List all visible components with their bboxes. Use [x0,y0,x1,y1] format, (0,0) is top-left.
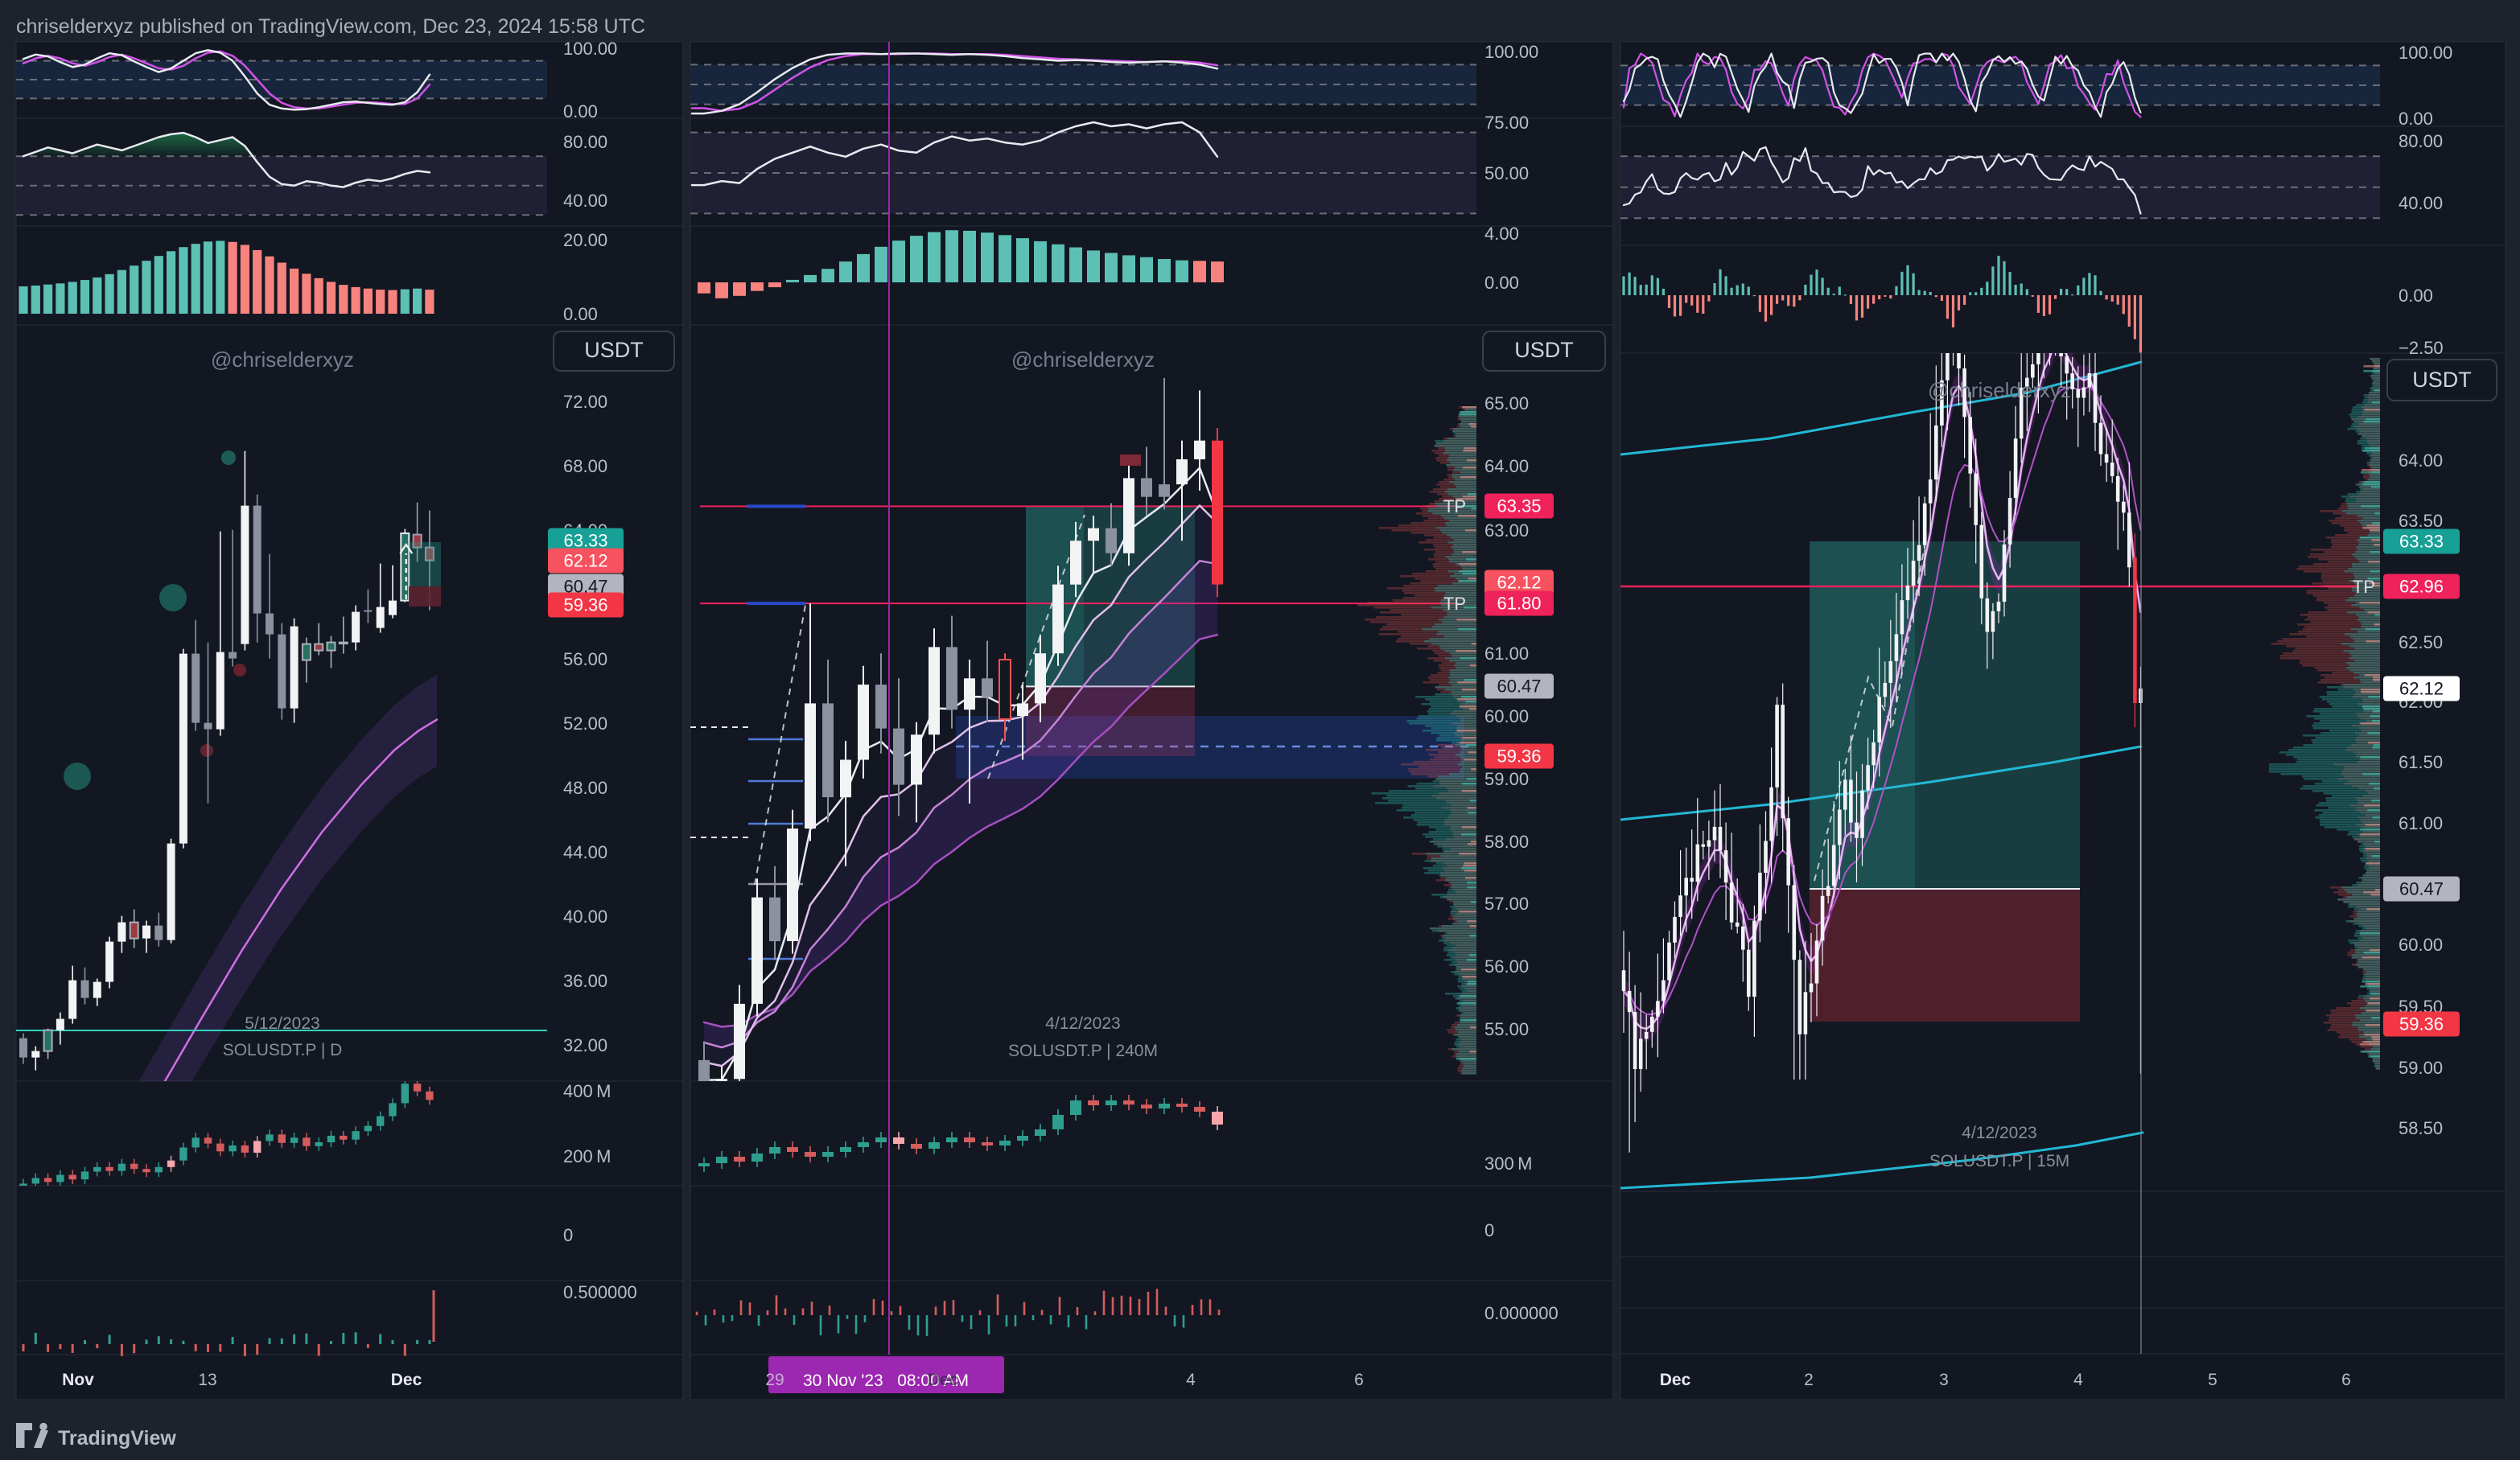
svg-text:30 Nov '23 08:00 AM: 30 Nov '23 08:00 AM [803,1372,969,1390]
svg-text:100.00: 100.00 [1484,42,1538,62]
svg-text:61.50: 61.50 [2399,752,2443,772]
svg-text:65.00: 65.00 [1484,393,1529,413]
svg-text:60.47: 60.47 [2399,879,2444,899]
svg-text:0.00: 0.00 [2399,286,2433,306]
svg-text:62.12: 62.12 [2399,679,2444,699]
svg-text:4.00: 4.00 [1484,224,1519,244]
svg-text:−2.50: −2.50 [2399,338,2444,358]
svg-text:40.00: 40.00 [2399,193,2443,213]
svg-text:USDT: USDT [2412,368,2472,392]
svg-text:4: 4 [1186,1371,1196,1389]
svg-text:4/12/2023: 4/12/2023 [1045,1014,1120,1033]
svg-text:63.00: 63.00 [1484,520,1529,541]
svg-text:56.00: 56.00 [563,649,607,669]
svg-text:100.00: 100.00 [563,39,617,59]
svg-text:Dec: Dec [928,1371,959,1389]
svg-text:62.12: 62.12 [563,551,607,571]
svg-text:20.00: 20.00 [563,230,607,250]
svg-text:SOLUSDT.P | 15M: SOLUSDT.P | 15M [1929,1152,2069,1170]
svg-text:5/12/2023: 5/12/2023 [245,1014,319,1033]
svg-text:4/12/2023: 4/12/2023 [1962,1124,2036,1142]
svg-text:56.00: 56.00 [1484,956,1529,977]
svg-text:59.36: 59.36 [1497,746,1541,767]
svg-text:72.00: 72.00 [563,392,607,412]
svg-text:TP: TP [2353,577,2375,597]
svg-text:60.00: 60.00 [2399,935,2443,955]
svg-text:Dec: Dec [391,1371,422,1389]
svg-text:68.00: 68.00 [563,456,607,476]
svg-text:62.12: 62.12 [1497,573,1541,593]
svg-text:3: 3 [1939,1371,1949,1389]
svg-text:62.50: 62.50 [2399,632,2443,652]
svg-text:6: 6 [2341,1371,2351,1389]
svg-text:USDT: USDT [1514,338,1574,362]
svg-text:50.00: 50.00 [1484,163,1529,183]
svg-text:0: 0 [563,1225,573,1245]
svg-text:USDT: USDT [584,338,644,362]
svg-text:55.00: 55.00 [1484,1019,1529,1039]
svg-text:63.50: 63.50 [2399,511,2443,531]
svg-text:Nov: Nov [62,1371,94,1389]
svg-text:36.00: 36.00 [563,971,607,991]
svg-text:200 M: 200 M [563,1146,611,1166]
svg-text:Dec: Dec [1660,1371,1691,1389]
svg-text:75.00: 75.00 [1484,113,1529,133]
svg-text:57.00: 57.00 [1484,894,1529,914]
svg-text:0.500000: 0.500000 [563,1282,637,1302]
svg-text:13: 13 [198,1371,216,1389]
svg-text:400 M: 400 M [563,1081,611,1101]
svg-text:59.00: 59.00 [2399,1058,2443,1078]
svg-text:SOLUSDT.P | D: SOLUSDT.P | D [223,1041,343,1059]
svg-text:0.000000: 0.000000 [1484,1303,1559,1323]
svg-text:40.00: 40.00 [563,907,607,927]
svg-text:44.00: 44.00 [563,842,607,862]
svg-text:64.00: 64.00 [1484,456,1529,476]
svg-text:48.00: 48.00 [563,778,607,798]
svg-text:60.00: 60.00 [1484,706,1529,726]
svg-text:63.33: 63.33 [563,531,607,551]
svg-text:59.36: 59.36 [563,595,607,615]
svg-text:59.00: 59.00 [1484,769,1529,789]
svg-text:0.00: 0.00 [563,304,598,324]
svg-text:40.00: 40.00 [563,191,607,211]
svg-text:TP: TP [1443,496,1466,516]
svg-text:TradingView: TradingView [58,1427,176,1450]
svg-text:@chriselderxyz: @chriselderxyz [1928,378,2071,402]
svg-text:chriselderxyz published on Tra: chriselderxyz published on TradingView.c… [16,15,645,38]
svg-text:@chriselderxyz: @chriselderxyz [1011,348,1155,372]
svg-text:0: 0 [1484,1220,1494,1240]
svg-text:29: 29 [765,1371,784,1389]
svg-text:0.00: 0.00 [563,101,598,121]
svg-text:5: 5 [2208,1371,2217,1389]
svg-text:63.33: 63.33 [2399,532,2444,552]
svg-text:64.00: 64.00 [2399,450,2443,471]
svg-text:SOLUSDT.P | 240M: SOLUSDT.P | 240M [1008,1042,1158,1060]
svg-text:6: 6 [1354,1371,1364,1389]
svg-text:62.96: 62.96 [2399,577,2444,597]
svg-text:32.00: 32.00 [563,1035,607,1055]
svg-text:0.00: 0.00 [2399,109,2433,129]
svg-text:52.00: 52.00 [563,714,607,734]
svg-text:100.00: 100.00 [2399,43,2452,63]
svg-text:2: 2 [1804,1371,1814,1389]
svg-text:58.00: 58.00 [1484,832,1529,852]
svg-text:60.47: 60.47 [1497,677,1541,697]
svg-text:300 M: 300 M [1484,1154,1532,1174]
svg-text:58.50: 58.50 [2399,1118,2443,1138]
svg-text:80.00: 80.00 [2399,131,2443,151]
svg-text:0.00: 0.00 [1484,273,1519,293]
svg-text:80.00: 80.00 [563,132,607,152]
svg-text:4: 4 [2073,1371,2083,1389]
svg-text:61.80: 61.80 [1497,594,1541,614]
svg-text:59.36: 59.36 [2399,1014,2444,1034]
svg-text:@chriselderxyz: @chriselderxyz [211,348,354,372]
svg-text:61.00: 61.00 [2399,813,2443,833]
svg-text:63.35: 63.35 [1497,496,1541,516]
svg-text:61.00: 61.00 [1484,644,1529,664]
svg-text:TP: TP [1443,594,1466,614]
